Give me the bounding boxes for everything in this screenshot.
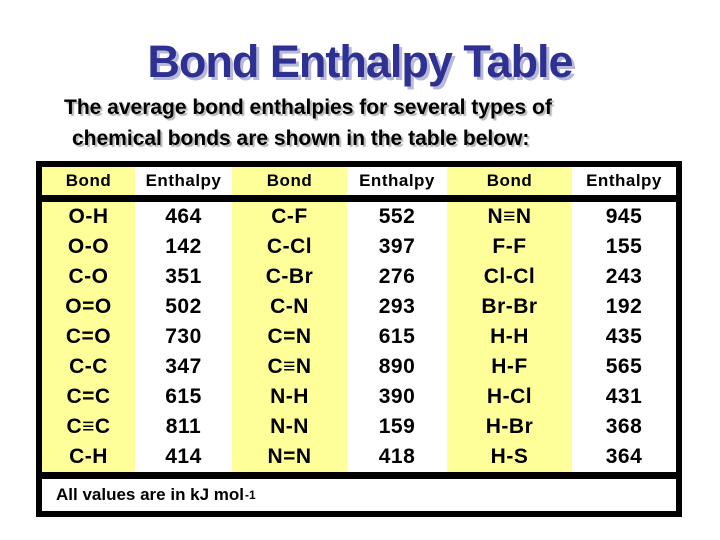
enthalpy-cell: 730 (165, 325, 202, 348)
footer-divider-line (42, 472, 676, 479)
bond-cell: C=N (267, 325, 312, 348)
bond-column-highlight-1 (42, 167, 135, 472)
bond-cell: H-Br (485, 415, 534, 438)
enthalpy-cell: 142 (165, 235, 202, 258)
bond-cell: C-F (271, 205, 308, 228)
enthalpy-cell: 276 (378, 265, 416, 288)
subtitle-line-2: chemical bonds are shown in the table be… (72, 127, 530, 150)
column-header-enthalpy: Enthalpy (145, 171, 222, 190)
table-footnote: All values are in kJ mol -1 (42, 479, 676, 511)
column-header-bond: Bond (266, 171, 313, 190)
enthalpy-cell: 192 (605, 295, 643, 318)
enthalpy-cell: 565 (605, 355, 643, 378)
table-header-row: Bond Enthalpy Bond Enthalpy Bond Enthalp… (42, 167, 676, 195)
subtitle-line-1: The average bond enthalpies for several … (64, 96, 552, 119)
bond-cell: N-H (270, 385, 309, 408)
bond-cell: H-H (490, 325, 529, 348)
enthalpy-cell: 364 (605, 445, 643, 468)
enthalpy-cell: 397 (378, 235, 416, 258)
bond-cell: Br-Br (481, 295, 538, 318)
header-divider-line (42, 195, 676, 202)
bond-cell: O=O (65, 295, 112, 318)
bond-column-highlight-2 (232, 167, 347, 472)
bond-cell: F-F (492, 235, 527, 258)
bond-cell: C-N (270, 295, 309, 318)
enthalpy-cell: 293 (378, 295, 416, 318)
bond-cell: C-Br (265, 265, 314, 288)
enthalpy-cell: 615 (165, 385, 202, 408)
footnote-text: All values are in kJ mol (56, 485, 245, 504)
enthalpy-cell: 502 (165, 295, 202, 318)
bond-cell: C=C (66, 385, 111, 408)
enthalpy-cell: 945 (605, 205, 643, 228)
enthalpy-cell: 243 (605, 265, 643, 288)
enthalpy-cell: 414 (165, 445, 202, 468)
enthalpy-cell: 159 (378, 415, 416, 438)
bond-cell: H-Cl (486, 385, 533, 408)
bond-enthalpy-table: Bond Enthalpy Bond Enthalpy Bond Enthalp… (36, 161, 682, 517)
column-header-bond: Bond (65, 171, 112, 190)
enthalpy-cell: 347 (165, 355, 202, 378)
bond-cell: C=O (65, 325, 112, 348)
enthalpy-cell: 464 (165, 205, 202, 228)
bond-cell: C≡C (66, 415, 111, 438)
bond-cell: H-S (490, 445, 529, 468)
enthalpy-cell: 155 (605, 235, 643, 258)
bond-column-highlight-3 (447, 167, 572, 472)
table-data-grid: O-H 464 C-F 552 N≡N 945 O-O 142 C-Cl 397 F-F 155 C-O… (42, 202, 676, 472)
bond-cell: O-O (67, 235, 110, 258)
enthalpy-cell: 431 (605, 385, 643, 408)
enthalpy-cell: 615 (378, 325, 416, 348)
enthalpy-cell: 552 (378, 205, 416, 228)
bond-cell: Cl-Cl (483, 265, 536, 288)
enthalpy-cell: 418 (378, 445, 416, 468)
bond-cell: C-Cl (266, 235, 313, 258)
footnote-superscript: -1 (245, 488, 256, 502)
enthalpy-cell: 390 (378, 385, 416, 408)
bond-cell: C≡N (267, 355, 312, 378)
enthalpy-cell: 435 (605, 325, 643, 348)
subtitle: The average bond enthalpies for several … (64, 92, 552, 154)
column-header-enthalpy: Enthalpy (359, 171, 435, 190)
bond-cell: O-H (68, 205, 109, 228)
bond-cell: C-O (68, 265, 109, 288)
enthalpy-cell: 351 (165, 265, 202, 288)
bond-cell: C-C (69, 355, 108, 378)
column-header-bond: Bond (486, 171, 533, 190)
bond-cell: N-N (270, 415, 309, 438)
bond-cell: N=N (267, 445, 312, 468)
enthalpy-cell: 368 (605, 415, 643, 438)
bond-cell: C-H (69, 445, 108, 468)
enthalpy-cell: 890 (378, 355, 416, 378)
column-header-enthalpy: Enthalpy (586, 171, 662, 190)
bond-cell: N≡N (487, 205, 532, 228)
page-title: Bond Enthalpy Table (147, 36, 573, 87)
enthalpy-cell: 811 (165, 415, 202, 438)
bond-cell: H-F (491, 355, 528, 378)
